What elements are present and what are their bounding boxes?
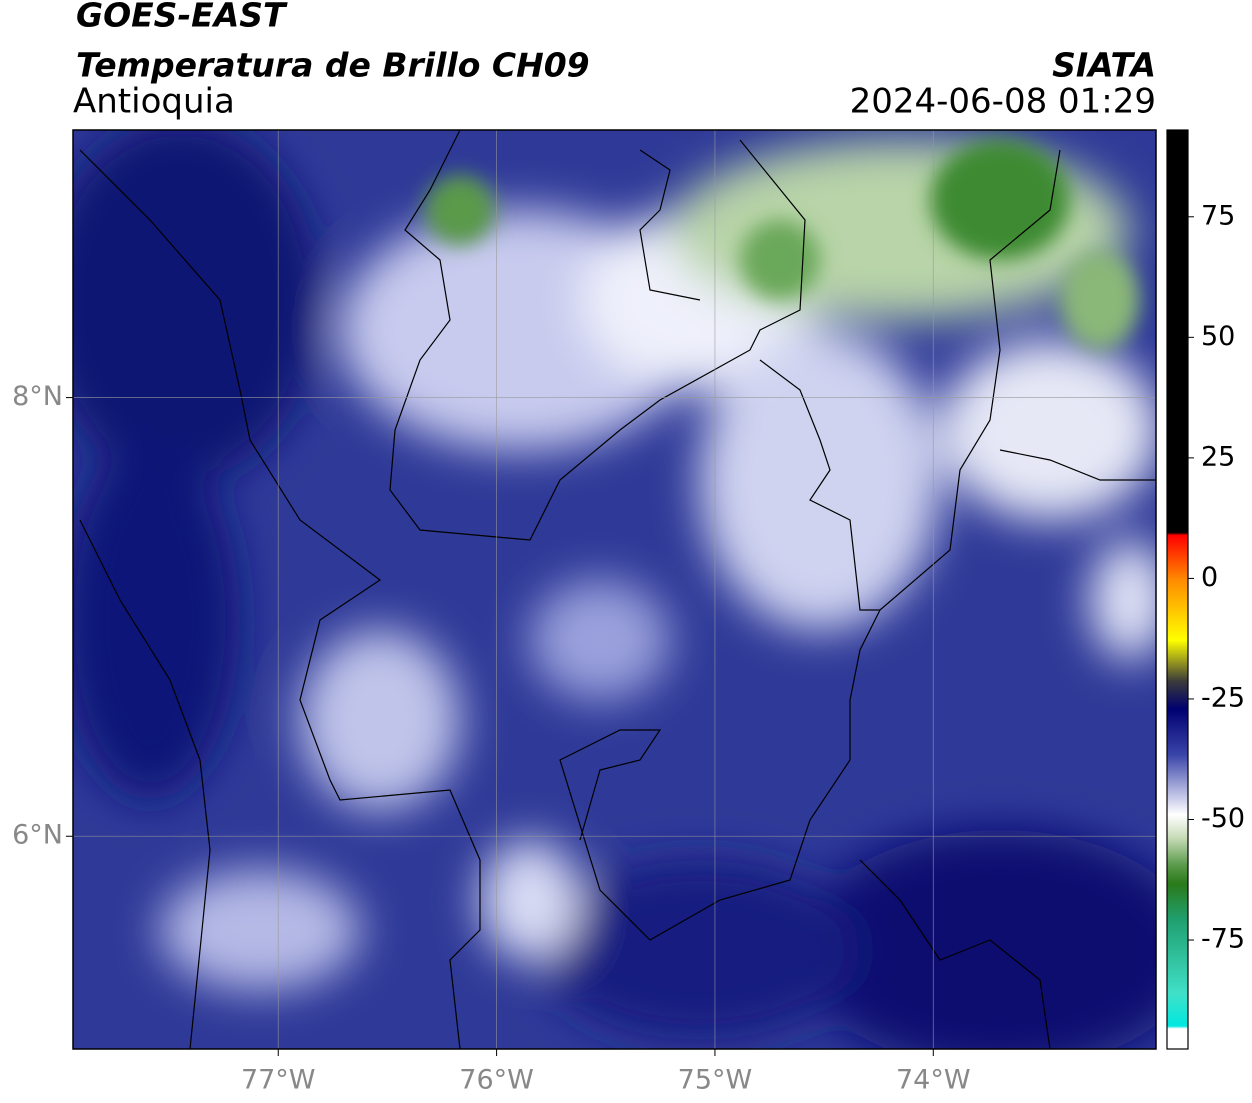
colorbar-tick-label: 75 [1201,200,1235,231]
x-tick-label: 75°W [678,1065,753,1096]
satellite-image [73,130,1156,1049]
y-tick-label: 8°N [12,381,63,412]
x-tick-label: 76°W [459,1065,534,1096]
title: GOES-EAST [76,0,288,35]
colorbar-tick-label: 25 [1201,441,1235,472]
colorbar-tick-label: -75 [1201,924,1245,955]
region: Antioquia [73,82,235,122]
subtitle: Temperatura de Brillo CH09 [76,46,590,85]
datetime: 2024-06-08 01:29 [850,82,1156,122]
x-tick-label: 77°W [241,1065,316,1096]
colorbar-tick-label: 0 [1201,562,1218,593]
map-frame [72,129,1157,1050]
colorbar-tick-label: -25 [1201,682,1245,713]
colorbar [1166,129,1189,1050]
x-tick-label: 74°W [896,1065,971,1096]
y-tick-label: 6°N [12,820,63,851]
source: SIATA [1052,46,1156,85]
colorbar-tick-label: -50 [1201,803,1245,834]
colorbar-tick-label: 50 [1201,321,1235,352]
